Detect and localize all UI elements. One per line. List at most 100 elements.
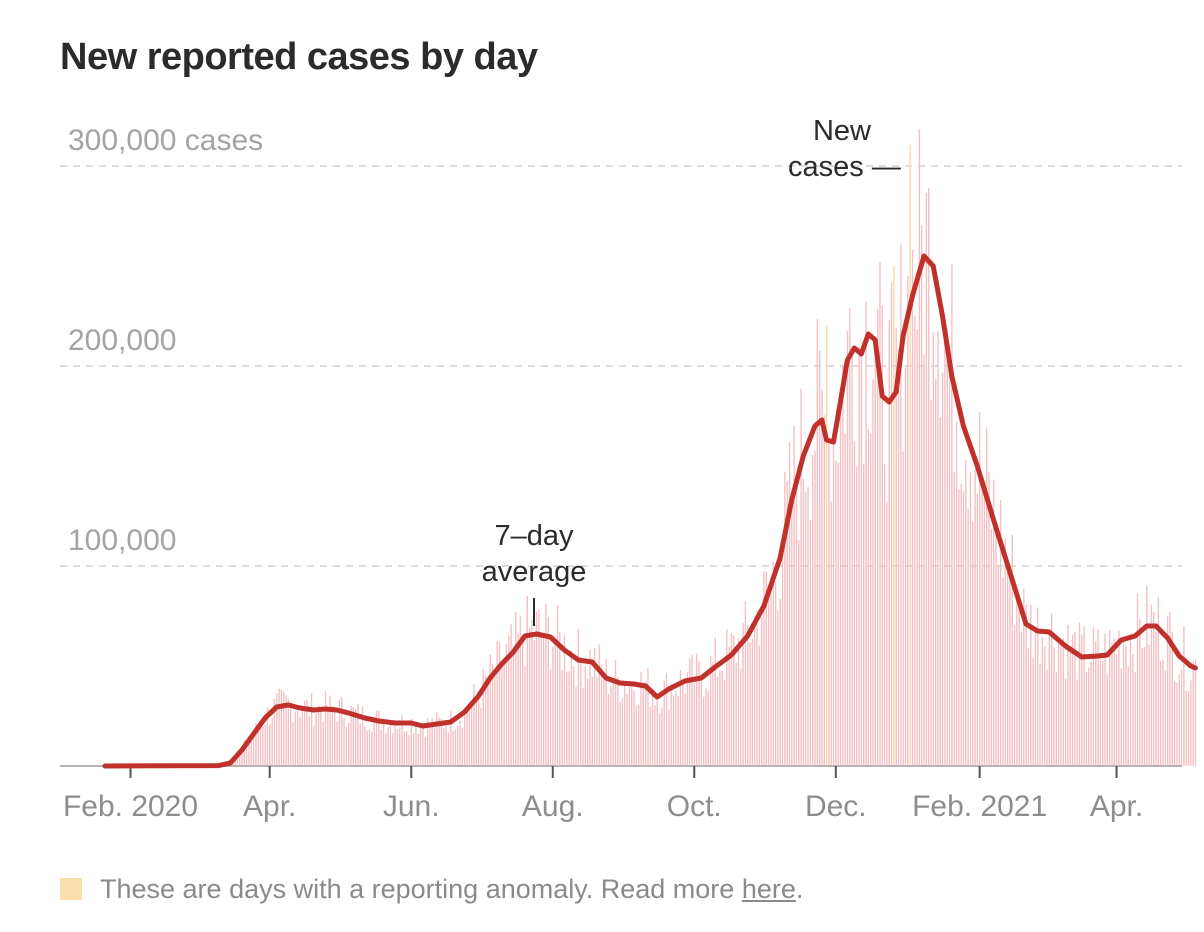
annotation-new-cases-line1: New xyxy=(813,115,872,147)
daily-bar xyxy=(475,696,477,766)
daily-bar xyxy=(972,521,974,766)
daily-bar xyxy=(760,617,763,766)
daily-bar xyxy=(450,711,452,766)
read-more-link[interactable]: here xyxy=(741,874,796,904)
daily-bar xyxy=(832,438,835,766)
daily-bar xyxy=(454,729,457,766)
daily-bar xyxy=(1055,671,1057,766)
daily-bar xyxy=(779,598,781,766)
daily-bar xyxy=(1013,625,1016,766)
daily-bar xyxy=(248,740,250,766)
daily-bar xyxy=(726,629,728,766)
daily-bar xyxy=(1050,613,1053,766)
daily-bar xyxy=(689,658,691,766)
daily-bar xyxy=(763,571,765,766)
daily-bar xyxy=(1102,661,1104,766)
daily-bar xyxy=(584,665,587,766)
daily-bar xyxy=(1134,672,1136,766)
daily-bar xyxy=(928,188,930,766)
daily-bar xyxy=(563,635,566,766)
daily-bar xyxy=(865,301,867,766)
daily-bar xyxy=(498,641,501,766)
daily-bar xyxy=(1095,641,1097,766)
daily-bar xyxy=(914,315,916,766)
daily-bar xyxy=(1125,645,1127,766)
daily-bar xyxy=(1183,626,1185,766)
daily-bar xyxy=(257,727,259,766)
daily-bar xyxy=(1148,645,1150,766)
daily-bar xyxy=(577,628,580,766)
daily-bar xyxy=(1139,619,1141,766)
daily-bar xyxy=(661,708,663,766)
daily-bar xyxy=(772,562,774,766)
daily-bar xyxy=(603,679,605,766)
daily-bar xyxy=(986,428,988,766)
daily-bar xyxy=(749,642,751,766)
daily-bar xyxy=(747,624,749,766)
daily-bar xyxy=(816,319,819,766)
daily-bar xyxy=(904,367,907,766)
daily-bar xyxy=(482,668,484,766)
daily-bar xyxy=(273,698,276,766)
daily-bar xyxy=(981,482,983,766)
cases-chart: 300,000 cases 200,000 100,000 Feb. 2020 Apr… xyxy=(60,115,1198,823)
daily-bar xyxy=(417,733,419,766)
daily-bar xyxy=(870,433,872,766)
daily-bar xyxy=(1041,636,1044,766)
x-tick-label: Apr. xyxy=(243,790,296,823)
daily-bar xyxy=(477,697,480,766)
daily-bar xyxy=(1088,667,1090,766)
daily-bar xyxy=(505,644,508,766)
daily-bar xyxy=(612,683,614,766)
daily-bar xyxy=(814,450,816,766)
daily-bar xyxy=(867,429,870,766)
daily-bar xyxy=(644,681,647,766)
anomaly-bar xyxy=(825,325,828,766)
daily-bar xyxy=(809,519,812,766)
daily-bar xyxy=(830,501,832,766)
daily-bar xyxy=(774,581,777,766)
daily-bar xyxy=(1020,631,1023,766)
daily-bar xyxy=(944,323,946,766)
daily-bar xyxy=(1171,631,1173,766)
daily-bar xyxy=(941,372,944,766)
daily-bar xyxy=(707,691,709,766)
daily-bar xyxy=(670,684,672,766)
daily-bar xyxy=(1111,642,1113,766)
daily-bar xyxy=(939,417,941,766)
chart-title: New reported cases by day xyxy=(60,36,538,78)
daily-bar xyxy=(271,717,273,766)
daily-bar xyxy=(373,718,375,766)
daily-bar xyxy=(856,466,858,766)
daily-bar xyxy=(693,683,696,766)
daily-bar xyxy=(1053,647,1055,766)
daily-bar xyxy=(1083,626,1085,766)
daily-case-bars xyxy=(155,129,1197,767)
daily-bar xyxy=(649,706,651,766)
daily-bar xyxy=(250,736,252,766)
daily-bar xyxy=(338,699,341,766)
daily-bar xyxy=(324,691,327,766)
daily-bar xyxy=(853,441,856,766)
daily-bar xyxy=(621,698,624,766)
daily-bar xyxy=(691,654,693,766)
daily-bar xyxy=(955,421,958,766)
daily-bar xyxy=(487,679,489,766)
daily-bar xyxy=(740,668,742,766)
daily-bar xyxy=(728,646,730,766)
daily-bar xyxy=(828,441,830,766)
daily-bar xyxy=(473,684,475,766)
anomaly-bar xyxy=(893,265,895,766)
daily-bar xyxy=(1180,669,1183,766)
daily-bar xyxy=(1099,659,1102,766)
daily-bar xyxy=(542,637,545,766)
daily-bar xyxy=(842,364,844,766)
y-tick-label: 200,000 xyxy=(68,324,176,357)
daily-bar xyxy=(459,720,461,766)
daily-bar xyxy=(770,578,772,766)
daily-bar xyxy=(1076,679,1078,766)
daily-bar xyxy=(1190,680,1192,766)
daily-bar xyxy=(1166,616,1169,766)
daily-bar xyxy=(526,596,529,766)
daily-bar xyxy=(561,669,563,766)
